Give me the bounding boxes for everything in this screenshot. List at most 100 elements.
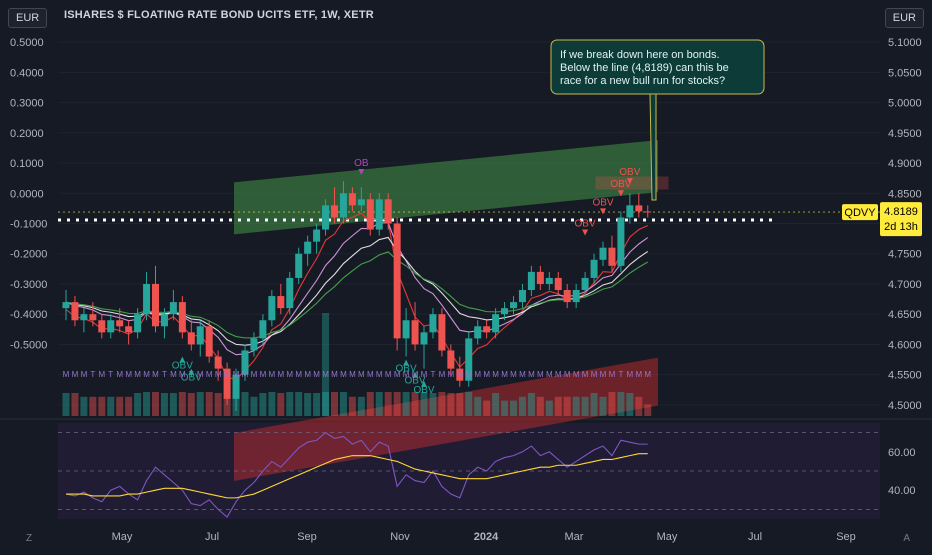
signal-arrow-down bbox=[358, 169, 365, 176]
volume-bar bbox=[563, 396, 571, 416]
volume-bar bbox=[241, 392, 249, 416]
candle-body bbox=[241, 350, 249, 375]
candle-body bbox=[599, 247, 607, 260]
chart-title: ISHARES $ FLOATING RATE BOND UCITS ETF, … bbox=[64, 9, 374, 21]
volume-bar bbox=[456, 393, 464, 416]
candle-body bbox=[518, 290, 526, 303]
candle-body bbox=[331, 205, 338, 218]
candle-body bbox=[348, 193, 356, 206]
left-axis-tick: 0.5000 bbox=[10, 37, 44, 49]
volume-bar bbox=[187, 393, 195, 416]
candle-body bbox=[626, 205, 634, 218]
mt-marker: M bbox=[555, 370, 562, 379]
obv-label: OBV bbox=[610, 179, 631, 190]
mt-marker: M bbox=[331, 370, 338, 379]
auto-scale-corner-button[interactable]: A bbox=[903, 533, 910, 544]
right-axis-tick: 4.7000 bbox=[888, 279, 922, 291]
rsi-axis-tick: 40.00 bbox=[888, 485, 916, 497]
volume-bar bbox=[465, 392, 473, 416]
candle-body bbox=[339, 193, 347, 218]
volume-bar bbox=[590, 393, 598, 416]
volume-bar bbox=[429, 393, 437, 416]
mt-marker: M bbox=[197, 370, 204, 379]
right-axis-tick: 4.8500 bbox=[888, 188, 922, 200]
mt-marker: M bbox=[233, 370, 240, 379]
volume-bar bbox=[554, 396, 562, 416]
volume-bar bbox=[626, 393, 634, 416]
mt-marker: M bbox=[376, 370, 383, 379]
mt-marker: M bbox=[269, 370, 276, 379]
candle-body bbox=[169, 302, 177, 315]
mt-marker: M bbox=[206, 370, 213, 379]
price-tag bbox=[880, 202, 922, 237]
mt-marker: M bbox=[394, 370, 401, 379]
mt-marker: M bbox=[600, 370, 607, 379]
mt-marker: M bbox=[528, 370, 535, 379]
signal-arrow-down bbox=[582, 229, 589, 236]
volume-bar bbox=[259, 393, 267, 416]
mt-marker: M bbox=[313, 370, 320, 379]
callout-text-line: Below the line (4,8189) can this be bbox=[560, 62, 729, 74]
volume-bar bbox=[331, 392, 338, 416]
mt-marker: M bbox=[465, 370, 472, 379]
mt-marker: T bbox=[431, 370, 436, 379]
volume-bar bbox=[420, 392, 428, 416]
mt-marker: T bbox=[90, 370, 95, 379]
volume-bar bbox=[536, 396, 544, 416]
mt-marker: M bbox=[179, 370, 186, 379]
callout-text-line: race for a new bull run for stocks? bbox=[560, 75, 725, 87]
volume-bar bbox=[447, 393, 455, 416]
signal-arrow-up bbox=[179, 356, 186, 363]
mt-marker: M bbox=[134, 370, 141, 379]
candle-body bbox=[98, 320, 106, 333]
mt-marker: M bbox=[537, 370, 544, 379]
volume-bar bbox=[268, 392, 276, 416]
mt-marker: M bbox=[483, 370, 490, 379]
mt-marker: M bbox=[448, 370, 455, 379]
volume-bar bbox=[277, 393, 285, 416]
candle-body bbox=[456, 368, 464, 381]
volume-bar bbox=[134, 393, 142, 416]
left-axis-tick: -0.2000 bbox=[10, 249, 47, 261]
mt-marker: T bbox=[618, 370, 623, 379]
candle-body bbox=[80, 314, 88, 321]
left-currency-badge[interactable]: EUR bbox=[8, 8, 48, 28]
candle-body bbox=[375, 199, 383, 230]
volume-bar bbox=[339, 392, 347, 416]
ob-label: OB bbox=[354, 158, 369, 169]
mt-marker: M bbox=[519, 370, 526, 379]
volume-bar bbox=[169, 393, 177, 416]
candle-body bbox=[420, 332, 428, 345]
right-axis-tick: 5.0500 bbox=[888, 67, 922, 79]
candle-body bbox=[286, 277, 294, 309]
volume-bar bbox=[518, 396, 526, 416]
right-currency-badge[interactable]: EUR bbox=[884, 8, 924, 28]
volume-bar bbox=[501, 400, 509, 416]
volume-bar bbox=[80, 396, 88, 416]
zoom-corner-button[interactable]: Z bbox=[26, 533, 33, 544]
right-axis-tick: 5.1000 bbox=[888, 37, 922, 49]
candle-body bbox=[178, 302, 186, 333]
mt-marker: M bbox=[286, 370, 293, 379]
candle-body bbox=[402, 320, 410, 339]
volume-bar bbox=[313, 393, 321, 416]
mt-marker: M bbox=[251, 370, 258, 379]
candle-body bbox=[160, 314, 168, 327]
signal-arrow-up bbox=[421, 380, 427, 387]
obv-label: OBV bbox=[396, 364, 417, 375]
candle-body bbox=[545, 277, 553, 284]
x-axis-tick: Sep bbox=[836, 531, 856, 543]
candle-body bbox=[304, 241, 312, 254]
obv-label: OBV bbox=[619, 167, 640, 178]
obv-label: OBV bbox=[592, 197, 613, 208]
volume-bar bbox=[366, 392, 374, 416]
mt-marker: M bbox=[72, 370, 79, 379]
mt-marker: M bbox=[412, 370, 419, 379]
signal-arrow-up bbox=[403, 359, 410, 366]
candle-body bbox=[447, 350, 455, 369]
ema-green-line bbox=[65, 251, 649, 339]
rsi-line bbox=[65, 431, 648, 518]
candle-body bbox=[438, 314, 446, 351]
